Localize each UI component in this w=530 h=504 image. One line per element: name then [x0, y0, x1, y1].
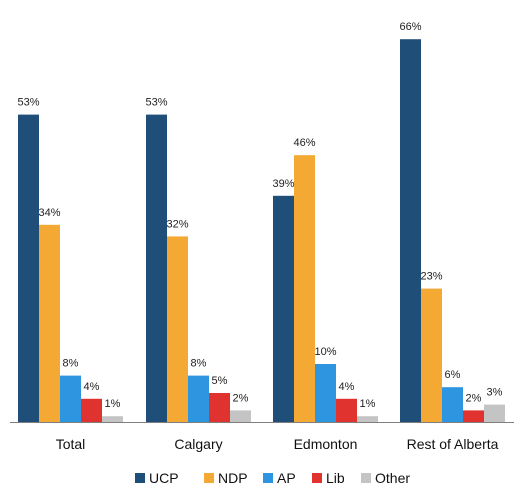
category-label-calgary: Calgary [174, 436, 222, 452]
data-label-rest-of-alberta-ucp: 66% [399, 21, 421, 33]
bar-rest-of-alberta-ndp [421, 288, 442, 422]
bar-edmonton-other [357, 416, 378, 422]
data-label-calgary-ucp: 53% [145, 97, 167, 109]
bar-rest-of-alberta-ap [442, 387, 463, 422]
category-label-total: Total [56, 436, 86, 452]
data-label-total-ndp: 34% [38, 207, 60, 219]
bar-total-other [102, 416, 123, 422]
data-label-calgary-lib: 5% [212, 375, 228, 387]
bar-edmonton-lib [336, 398, 357, 422]
legend-swatch-lib [312, 473, 322, 483]
bar-total-ndp [39, 224, 60, 422]
data-label-total-other: 1% [105, 398, 121, 410]
bar-edmonton-ndp [294, 155, 315, 422]
bar-calgary-ap [188, 375, 209, 422]
bar-rest-of-alberta-ucp [400, 39, 421, 422]
data-label-total-lib: 4% [84, 381, 100, 393]
data-label-edmonton-ap: 10% [314, 346, 336, 358]
data-labels-layer: 53% 34% 8% 4% 1% 53% 32% 8% 5% 2% 39% 46% 10% 4% 1% 66%… [17, 21, 502, 410]
bar-calgary-ndp [167, 236, 188, 422]
data-label-total-ap: 8% [63, 358, 79, 370]
bar-total-lib [81, 398, 102, 422]
data-label-rest-of-alberta-ndp: 23% [420, 271, 442, 283]
category-label-edmonton: Edmonton [294, 436, 358, 452]
legend-swatch-ap [263, 473, 273, 483]
data-label-calgary-ap: 8% [191, 358, 207, 370]
bar-rest-of-alberta-lib [463, 410, 484, 422]
legend: UCP NDP AP Lib Other [135, 470, 410, 486]
category-labels-layer: Total Calgary Edmonton Rest of Alberta [56, 436, 499, 452]
data-label-edmonton-lib: 4% [339, 381, 355, 393]
bar-rest-of-alberta-other [484, 404, 505, 422]
data-label-edmonton-ndp: 46% [293, 137, 315, 149]
bar-edmonton-ucp [273, 195, 294, 422]
bar-total-ucp [18, 114, 39, 422]
data-label-edmonton-ucp: 39% [272, 178, 294, 190]
data-label-rest-of-alberta-other: 3% [487, 387, 503, 399]
data-label-rest-of-alberta-ap: 6% [445, 369, 461, 381]
data-label-rest-of-alberta-lib: 2% [466, 392, 482, 404]
bar-total-ap [60, 375, 81, 422]
category-label-rest-of-alberta: Rest of Alberta [407, 436, 499, 452]
data-label-calgary-ndp: 32% [166, 218, 188, 230]
legend-label-lib: Lib [326, 470, 345, 486]
bar-edmonton-ap [315, 364, 336, 422]
bar-calgary-ucp [146, 114, 167, 422]
legend-label-other: Other [375, 470, 410, 486]
data-label-total-ucp: 53% [17, 97, 39, 109]
data-label-calgary-other: 2% [233, 392, 249, 404]
legend-label-ucp: UCP [149, 470, 179, 486]
bar-calgary-lib [209, 393, 230, 422]
legend-label-ndp: NDP [218, 470, 248, 486]
legend-swatch-other [361, 473, 371, 483]
legend-swatch-ucp [135, 473, 145, 483]
data-label-edmonton-other: 1% [360, 398, 376, 410]
legend-swatch-ndp [204, 473, 214, 483]
bar-calgary-other [230, 410, 251, 422]
bars-layer [18, 39, 505, 422]
legend-label-ap: AP [277, 470, 296, 486]
